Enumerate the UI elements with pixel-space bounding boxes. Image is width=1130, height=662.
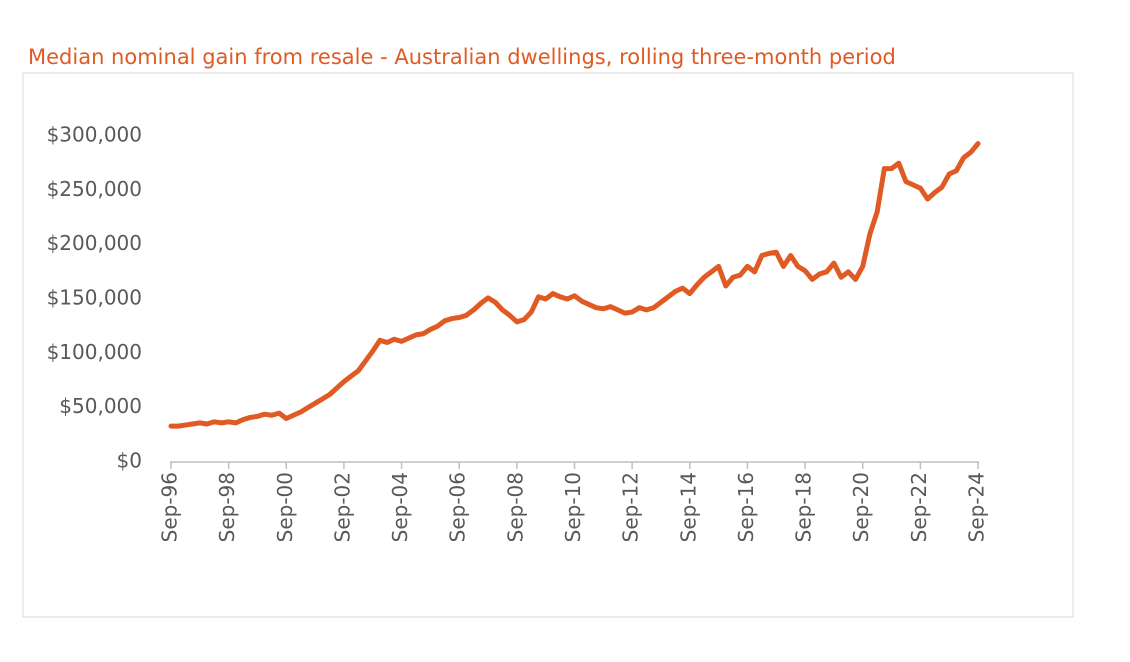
x-tick-label: Sep-14: [676, 472, 700, 542]
y-tick-label: $100,000: [47, 340, 142, 364]
x-tick-label: Sep-18: [792, 472, 816, 542]
y-tick-label: $250,000: [47, 177, 142, 201]
x-tick-label: Sep-22: [907, 472, 931, 542]
y-tick-label: $200,000: [47, 231, 142, 255]
x-tick-label: Sep-00: [273, 472, 297, 542]
plot-border: [22, 72, 1074, 618]
x-tick-label: Sep-16: [734, 472, 758, 542]
x-tick-label: Sep-06: [446, 472, 470, 542]
x-tick-label: Sep-24: [965, 472, 989, 542]
y-tick-label: $50,000: [59, 394, 142, 418]
x-tick-label: Sep-12: [619, 472, 643, 542]
x-tick-label: Sep-20: [849, 472, 873, 542]
x-tick-label: Sep-08: [503, 472, 527, 542]
y-tick-label: $150,000: [47, 286, 142, 310]
x-tick-label: Sep-10: [561, 472, 585, 542]
chart-title: Median nominal gain from resale - Austra…: [28, 45, 896, 69]
x-tick-label: Sep-98: [215, 472, 239, 542]
y-tick-label: $300,000: [47, 123, 142, 147]
y-tick-label: $0: [117, 449, 142, 473]
x-tick-label: Sep-04: [388, 472, 412, 542]
line-series: [168, 141, 981, 429]
x-tick-label: Sep-02: [330, 472, 354, 542]
x-tick-label: Sep-96: [158, 472, 182, 542]
